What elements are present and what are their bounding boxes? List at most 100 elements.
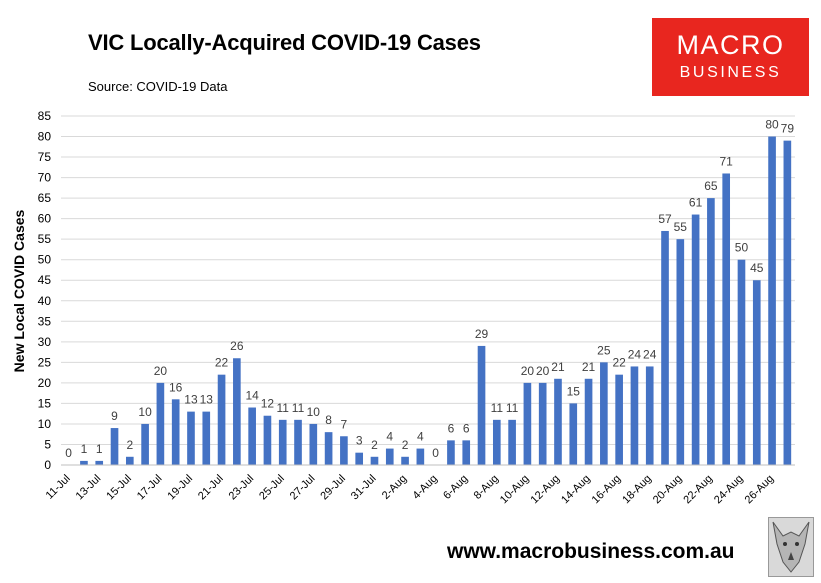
data-label: 20	[154, 364, 168, 378]
data-label: 25	[597, 343, 611, 357]
bar-14-Jul	[110, 428, 119, 465]
data-label: 4	[386, 430, 393, 444]
y-tick-label: 35	[38, 314, 52, 328]
x-tick-label: 19-Jul	[165, 473, 195, 503]
data-label: 13	[184, 393, 198, 407]
bar-20-Jul	[202, 411, 211, 465]
bar-2-Aug	[401, 456, 409, 465]
bar-16-Aug	[615, 374, 623, 465]
bar-24-Jul	[263, 415, 272, 465]
data-label: 11	[491, 401, 504, 415]
y-tick-label: 75	[38, 150, 52, 164]
data-label: 0	[432, 446, 439, 460]
bar-7-Aug	[477, 345, 486, 465]
bar-8-Aug	[492, 419, 501, 465]
bar-26-Aug	[768, 136, 776, 465]
data-label: 12	[261, 397, 275, 411]
x-tick-label: 20-Aug	[651, 473, 685, 507]
data-label: 79	[781, 122, 795, 136]
x-tick-label: 14-Aug	[559, 473, 593, 507]
data-label: 4	[417, 430, 424, 444]
data-label: 1	[81, 442, 88, 456]
x-tick-label: 25-Jul	[257, 473, 287, 503]
bar-27-Jul	[309, 423, 318, 465]
bar-15-Aug	[600, 362, 608, 465]
x-tick-label: 22-Aug	[681, 473, 715, 507]
data-label: 2	[402, 438, 409, 452]
data-label: 2	[126, 438, 133, 452]
x-tick-label: 29-Jul	[318, 473, 348, 503]
data-label: 13	[200, 393, 214, 407]
bar-9-Aug	[508, 419, 516, 465]
data-label: 71	[720, 154, 734, 168]
x-tick-label: 6-Aug	[441, 473, 470, 502]
chart-title: VIC Locally-Acquired COVID-19 Cases	[88, 30, 481, 55]
bar-17-Aug	[630, 366, 639, 465]
bar-3-Aug	[416, 448, 425, 465]
data-label: 26	[230, 339, 244, 353]
bar-15-Jul	[125, 456, 134, 465]
bar-23-Aug	[722, 173, 731, 465]
bar-13-Jul	[95, 460, 104, 465]
wolf-logo-image	[768, 517, 814, 577]
logo-line-2: BUSINESS	[679, 64, 782, 81]
data-label: 65	[704, 179, 718, 193]
logo-line-1: MACRO	[676, 30, 785, 60]
bar-13-Aug	[569, 403, 578, 465]
bar-12-Aug	[554, 378, 562, 465]
data-label: 20	[536, 364, 550, 378]
x-tick-label: 8-Aug	[472, 473, 501, 502]
data-label: 8	[325, 413, 332, 427]
y-axis: 0 5 10 15 20 25 30 35 40 45 50 55 60 65 70 75 80 85	[38, 109, 52, 472]
x-tick-label: 17-Jul	[135, 473, 165, 503]
bar-28-Jul	[324, 432, 333, 465]
x-tick-label: 13-Jul	[74, 473, 104, 503]
y-tick-label: 55	[38, 232, 52, 246]
x-tick-label: 4-Aug	[411, 473, 440, 502]
y-tick-label: 80	[38, 130, 52, 144]
data-label: 21	[551, 360, 565, 374]
data-label: 11	[276, 401, 289, 415]
bar-25-Aug	[752, 280, 761, 465]
x-tick-label: 15-Jul	[104, 473, 134, 503]
y-tick-label: 25	[38, 355, 52, 369]
bar-1-Aug	[385, 448, 394, 465]
x-tick-label: 24-Aug	[712, 473, 746, 507]
data-label: 21	[582, 360, 596, 374]
bar-19-Jul	[187, 411, 195, 465]
y-tick-label: 15	[38, 396, 52, 410]
data-label: 50	[735, 241, 749, 255]
data-label: 61	[689, 196, 703, 210]
bar-25-Jul	[278, 419, 287, 465]
bar-31-Jul	[370, 456, 379, 465]
x-tick-label: 27-Jul	[288, 473, 318, 503]
x-tick-label: 10-Aug	[498, 473, 532, 507]
x-tick-label: 18-Aug	[620, 473, 654, 507]
data-label: 15	[567, 384, 581, 398]
x-tick-label: 21-Jul	[196, 473, 226, 503]
y-tick-label: 0	[44, 458, 51, 472]
data-label: 45	[750, 261, 764, 275]
y-tick-label: 40	[38, 294, 52, 308]
data-label: 10	[307, 405, 321, 419]
data-label: 2	[371, 438, 378, 452]
data-label: 0	[65, 446, 72, 460]
data-label: 20	[521, 364, 535, 378]
bar-30-Jul	[355, 452, 364, 465]
bar-14-Aug	[584, 378, 593, 465]
data-label: 55	[674, 220, 688, 234]
data-label: 6	[463, 421, 470, 435]
data-label: 57	[658, 212, 672, 226]
data-label: 1	[96, 442, 103, 456]
data-label: 24	[628, 347, 642, 361]
data-label: 22	[215, 356, 229, 370]
bar-22-Jul	[233, 358, 241, 465]
y-tick-label: 70	[38, 171, 52, 185]
x-tick-label: 12-Aug	[529, 473, 563, 507]
x-tick-label: 2-Aug	[380, 473, 409, 502]
bar-6-Aug	[462, 440, 471, 465]
bar-21-Aug	[691, 214, 700, 465]
bar-16-Jul	[141, 423, 149, 465]
bar-18-Aug	[645, 366, 654, 465]
